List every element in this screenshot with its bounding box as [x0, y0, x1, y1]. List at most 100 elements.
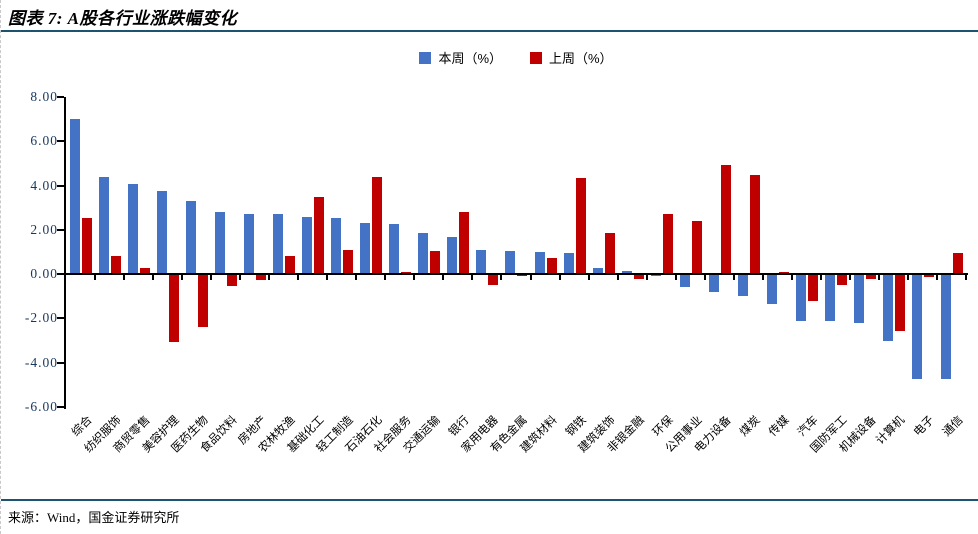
bar-this-week-13	[447, 236, 458, 275]
bar-this-week-6	[244, 214, 255, 275]
bar-last-week-27	[865, 274, 876, 279]
title-divider	[1, 30, 978, 32]
x-axis-tick	[529, 275, 532, 281]
y-axis-tick-label: 2.00	[30, 221, 58, 237]
y-axis-tick	[57, 184, 64, 187]
x-axis-category-label: 电子	[911, 414, 937, 439]
bar-last-week-5	[227, 274, 238, 287]
bar-last-week-17	[575, 177, 586, 275]
y-axis-tick-label: 8.00	[30, 89, 58, 104]
bar-last-week-30	[952, 253, 963, 275]
x-axis-tick	[558, 275, 561, 281]
bar-this-week-9	[331, 217, 342, 275]
source-note: 来源：Wind，国金证券研究所	[8, 510, 180, 525]
x-axis-tick	[123, 275, 126, 281]
x-axis-tick	[442, 275, 445, 281]
bar-last-week-18	[604, 233, 615, 275]
bar-last-week-12	[430, 250, 441, 275]
y-axis-tick	[57, 273, 64, 276]
bar-this-week-25	[795, 274, 806, 321]
x-axis-tick	[616, 275, 619, 281]
bar-last-week-3	[169, 274, 180, 342]
x-axis-line	[64, 273, 968, 276]
x-axis-tick	[587, 275, 590, 281]
bar-last-week-7	[285, 256, 296, 275]
bar-this-week-18	[592, 267, 603, 275]
bar-this-week-26	[824, 274, 835, 321]
bar-this-week-3	[157, 191, 168, 275]
bar-last-week-9	[343, 249, 354, 275]
bar-last-week-25	[807, 274, 818, 301]
x-axis-tick	[819, 275, 822, 281]
bar-last-week-15	[517, 274, 528, 277]
x-axis-tick	[935, 275, 938, 281]
bar-this-week-22	[708, 274, 719, 292]
figure-title: 图表 7: A股各行业涨跌幅变化	[8, 9, 237, 28]
x-axis-tick	[210, 275, 213, 281]
bar-last-week-0	[82, 217, 92, 275]
bar-this-week-7	[273, 214, 284, 275]
y-axis-tick	[57, 228, 64, 231]
bar-last-week-21	[691, 221, 702, 275]
bar-last-week-22	[720, 164, 731, 275]
bar-last-week-6	[256, 274, 267, 280]
y-axis-tick	[57, 96, 64, 98]
x-axis-tick	[965, 275, 967, 281]
bar-this-week-15	[505, 250, 516, 275]
y-axis-tick-label: -4.00	[24, 354, 58, 370]
x-axis-tick	[326, 275, 329, 281]
bar-this-week-30	[940, 274, 951, 380]
x-axis-tick	[877, 275, 880, 281]
bar-last-week-20	[662, 214, 673, 275]
x-axis-tick	[384, 275, 387, 281]
source-divider	[1, 499, 978, 501]
bar-last-week-14	[488, 274, 499, 286]
bar-this-week-8	[302, 216, 313, 275]
bar-this-week-10	[360, 223, 371, 275]
y-axis-tick-label: 0.00	[30, 266, 58, 282]
x-axis-category-label: 通信	[940, 414, 966, 439]
y-axis-line	[64, 97, 66, 409]
y-axis-tick	[57, 317, 64, 320]
y-axis-tick	[57, 140, 64, 143]
bar-last-week-16	[546, 257, 557, 275]
x-axis-tick	[94, 275, 97, 281]
x-axis-tick	[732, 275, 735, 281]
x-axis-tick	[500, 275, 503, 281]
bar-this-week-2	[128, 184, 139, 275]
legend-swatch-icon	[530, 51, 542, 64]
bar-last-week-10	[372, 176, 383, 275]
x-axis-tick	[674, 275, 677, 281]
bar-last-week-19	[633, 274, 644, 279]
bar-last-week-1	[111, 256, 122, 275]
bar-this-week-11	[389, 224, 400, 275]
x-axis-category-label: 传媒	[766, 414, 792, 439]
bar-this-week-12	[418, 233, 429, 275]
y-axis-tick-label: -6.00	[24, 399, 58, 414]
bar-this-week-1	[99, 176, 110, 275]
bar-last-week-8	[314, 196, 325, 275]
x-axis-tick	[703, 275, 706, 281]
bar-last-week-28	[894, 274, 905, 331]
bar-last-week-2	[140, 267, 151, 275]
x-axis-tick	[297, 275, 300, 281]
x-axis-tick	[239, 275, 242, 281]
bar-this-week-27	[853, 274, 864, 323]
x-axis-category-label: 计算机	[874, 414, 908, 448]
y-axis-tick	[57, 361, 64, 364]
bar-this-week-16	[534, 252, 545, 275]
plot-area	[57, 96, 968, 409]
bar-this-week-24	[766, 274, 777, 305]
x-axis-tick	[471, 275, 474, 281]
bar-this-week-23	[737, 274, 748, 297]
bar-this-week-20	[650, 274, 661, 277]
x-axis-tick	[413, 275, 416, 281]
x-axis-tick	[761, 275, 764, 281]
x-axis-tick	[790, 275, 793, 281]
x-axis-tick	[906, 275, 909, 281]
y-axis-tick-label: -2.00	[24, 310, 58, 326]
legend-item-1: 上周（%）	[530, 48, 613, 67]
x-axis-tick	[645, 275, 648, 281]
legend-item-0: 本周（%）	[419, 48, 502, 67]
